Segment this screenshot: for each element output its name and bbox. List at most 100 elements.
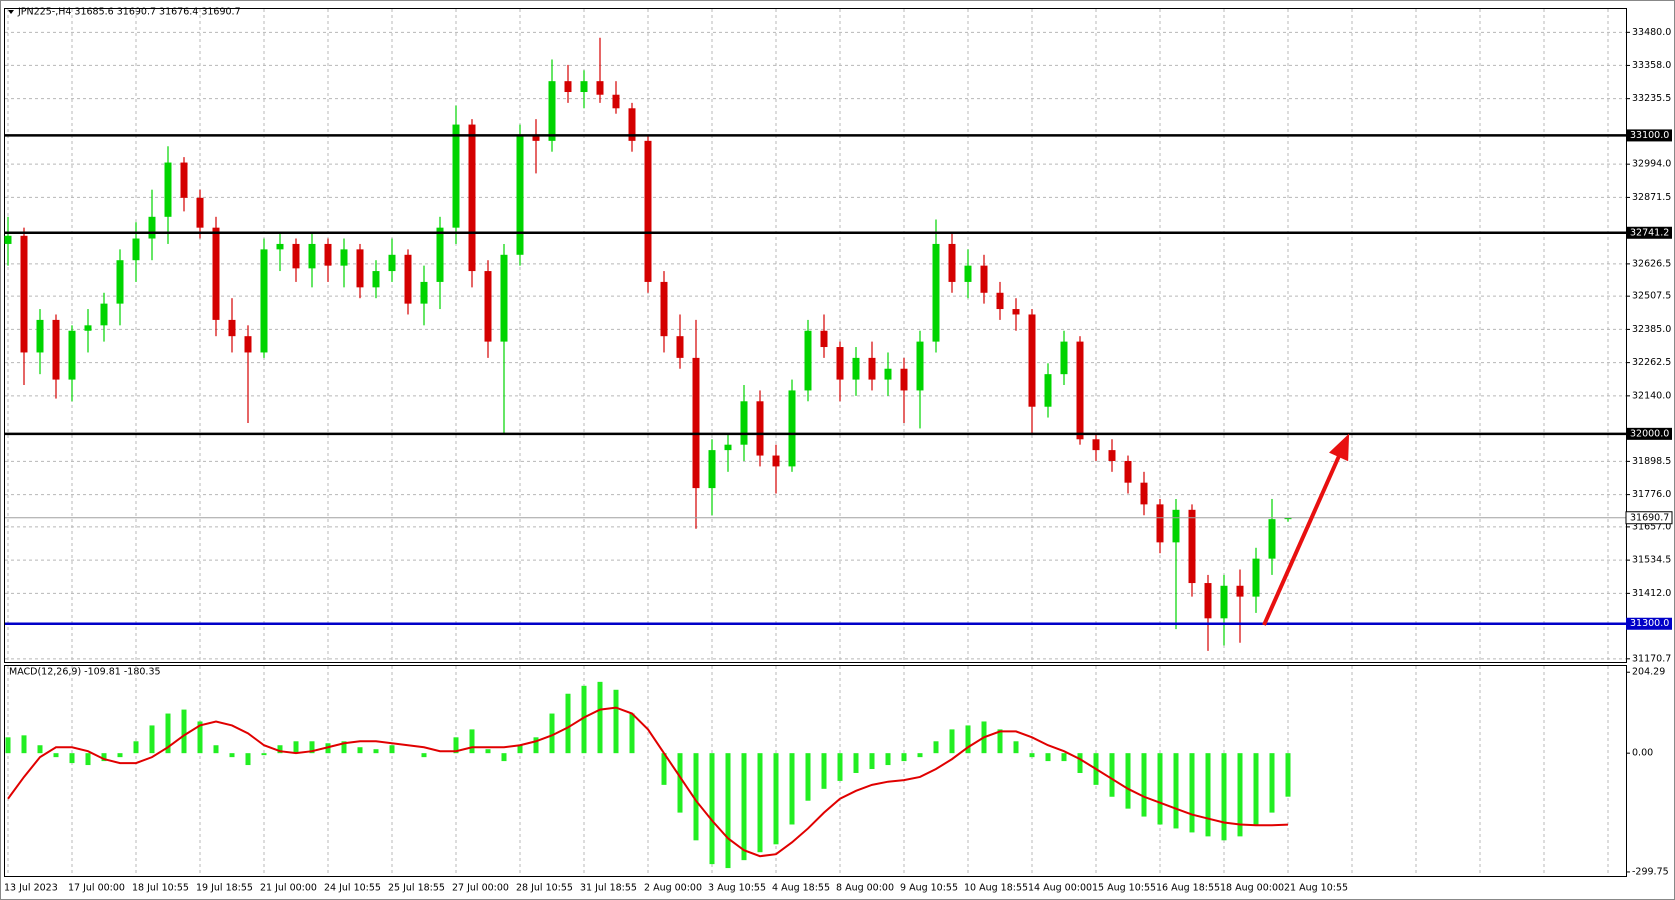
candle-body [404,254,412,304]
candle-body [1044,374,1052,407]
candle-body [20,235,28,353]
macd-bar [133,741,139,754]
candle-body [1108,450,1116,461]
macd-bar [1253,753,1259,825]
macd-bar [37,745,43,754]
macd-bar [5,737,11,754]
level-box [1626,427,1672,440]
macd-bar [309,741,315,754]
candle-body [500,254,508,342]
macd-bar [965,725,971,754]
candle-body [996,292,1004,310]
candle-body [260,249,268,353]
candle-body [932,243,940,342]
plot-layer: 13 Jul 2023 17 Jul 00:00 18 Jul 10:55 19 Ju… [4,9,1673,894]
candle-body [1204,583,1212,619]
macd-bar [117,753,123,758]
macd-bar [1029,753,1035,758]
candle-body [1236,585,1244,597]
candle-body [468,124,476,272]
x-tick-label: 10 Aug 18:55 [964,883,1028,894]
candle-body [276,243,284,250]
candle-body [756,401,764,456]
x-tick-label: 3 Aug 10:55 [708,883,766,894]
candle-body [660,281,668,337]
candle-body [212,227,220,320]
candle-body [228,319,236,337]
y-tick-label: 32871.5 [1632,192,1671,203]
candle-body [740,401,748,445]
macd-bar [789,753,795,825]
candle-body [84,325,92,331]
macd-bar [757,753,763,853]
macd-bar [693,753,699,841]
x-tick-label: 8 Aug 00:00 [836,883,894,894]
candle-body [596,81,604,95]
macd-bar [805,753,811,801]
candle-body [100,303,108,326]
candle-body [1124,460,1132,483]
candle-body [116,260,124,304]
y-tick-label: 32385.0 [1632,324,1671,335]
candle-body [820,330,828,348]
candle-body [420,281,428,304]
candle-body [196,197,204,228]
level-box [1626,617,1672,630]
candle-body [308,243,316,269]
macd-bar [389,745,395,754]
x-tick-label: 14 Aug 00:00 [1028,883,1092,894]
macd-bar [341,741,347,754]
macd-bar [885,753,891,766]
x-tick-label: 4 Aug 18:55 [772,883,830,894]
candle-body [676,336,684,358]
macd-bar [453,737,459,754]
x-tick-label: 21 Jul 00:00 [260,883,317,894]
y-tick-label: 204.29 [1632,667,1665,678]
macd-bar [501,753,507,762]
candle-body [516,135,524,255]
macd-bar [85,753,91,766]
candle-body [612,94,620,109]
macd-bar [213,745,219,754]
candle-body [1060,341,1068,375]
y-tick-label: 32262.5 [1632,357,1671,368]
macd-bar [613,689,619,754]
macd-bar [1285,753,1291,797]
candle-body [36,319,44,353]
macd-bar [485,749,491,754]
x-tick-label: 24 Jul 10:55 [324,883,381,894]
macd-bar [1237,753,1243,837]
candle-body [1092,439,1100,451]
x-tick-label: 15 Aug 10:55 [1092,883,1156,894]
macd-bar [1157,753,1163,825]
macd-bar [69,753,75,764]
candle-body [356,249,364,288]
y-tick-label: 32626.5 [1632,258,1671,269]
y-tick-label: 31657.0 [1632,521,1671,532]
macd-bar [709,753,715,865]
symbol-header: JPN225-,H4 31685.6 31690.7 31676.4 31690… [17,7,241,18]
candle-body [484,271,492,342]
x-tick-label: 18 Aug 00:00 [1220,883,1284,894]
macd-bar [629,713,635,754]
macd-bar [661,753,667,785]
macd-bar [1221,753,1227,841]
candle-body [964,265,972,282]
candle-body [148,216,156,239]
macd-bar [725,753,731,869]
macd-bar [261,753,267,756]
symbol-menu[interactable] [8,10,14,14]
candle-body [68,330,76,380]
y-tick-label: -299.75 [1632,866,1669,877]
price-panel [4,8,1627,663]
macd-bar [53,753,59,758]
y-tick-label: 33358.0 [1632,60,1671,71]
macd-bar [469,729,475,754]
candle-body [180,162,188,198]
macd-header: MACD(12,26,9) -109.81 -180.35 [9,667,161,678]
candle-body [1076,341,1084,440]
macd-bar [21,735,27,754]
candle-body [1012,309,1020,315]
macd-bar [101,753,107,762]
